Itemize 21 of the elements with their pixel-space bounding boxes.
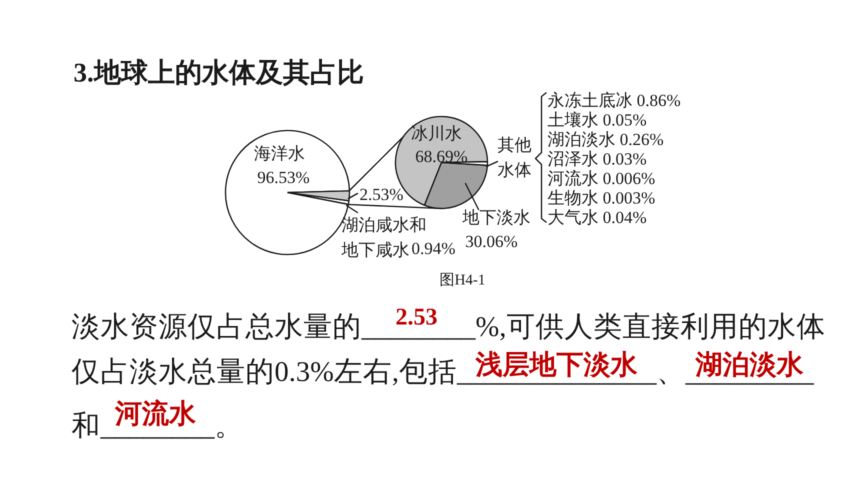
text: 土壤水 0.05% (548, 110, 647, 130)
slice-label: 海洋水 (254, 144, 305, 163)
slice-label: 地下淡水 (462, 208, 530, 227)
text: 河流水 (114, 398, 197, 428)
text: 河流水 0.006% (548, 169, 656, 188)
text: 生物水 0.003% (548, 188, 656, 208)
text: 浅层地下淡水 (474, 350, 638, 380)
slice-label: 其他水体 (498, 136, 532, 180)
text: 湖泊淡水 0.26% (548, 130, 664, 149)
data-label: 68.69% (415, 147, 468, 166)
data-label: 0.94% (412, 239, 456, 258)
text: 湖泊淡水 (694, 350, 804, 380)
data-label: 96.53% (257, 168, 310, 187)
text: 大气水 0.04% (548, 208, 647, 227)
text: 沼泽水 0.03% (548, 150, 647, 168)
caption: 图H4-1 (440, 272, 486, 288)
chart-title: 3.地球上的水体及其占比 (74, 58, 364, 88)
slice-label: 冰川水 (411, 124, 462, 143)
data-label: 30.06% (465, 232, 518, 251)
data-label: 2.53% (360, 185, 404, 204)
text: 永冻土底冰 0.86% (548, 91, 681, 110)
